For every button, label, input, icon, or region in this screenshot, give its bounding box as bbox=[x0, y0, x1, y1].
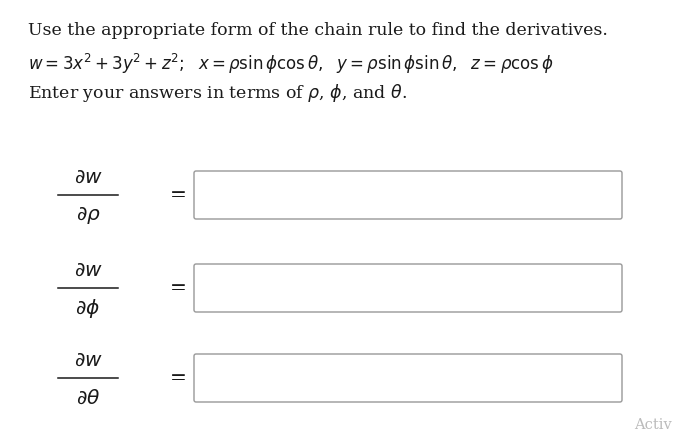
Text: Enter your answers in terms of $\rho$, $\phi$, and $\theta$.: Enter your answers in terms of $\rho$, $… bbox=[28, 82, 407, 104]
Text: =: = bbox=[169, 186, 186, 205]
Text: $\partial w$: $\partial w$ bbox=[74, 261, 103, 280]
Text: =: = bbox=[169, 278, 186, 297]
Text: =: = bbox=[169, 369, 186, 388]
FancyBboxPatch shape bbox=[194, 264, 622, 312]
FancyBboxPatch shape bbox=[194, 171, 622, 219]
Text: $\partial w$: $\partial w$ bbox=[74, 350, 103, 369]
Text: $w = 3x^2 + 3y^2 + z^2;\ \ x = \rho\sin\phi\cos\theta,\ \ y = \rho\sin\phi\sin\t: $w = 3x^2 + 3y^2 + z^2;\ \ x = \rho\sin\… bbox=[28, 52, 554, 76]
Text: $\partial\phi$: $\partial\phi$ bbox=[76, 297, 100, 320]
Text: Activ: Activ bbox=[634, 418, 672, 432]
Text: Use the appropriate form of the chain rule to find the derivatives.: Use the appropriate form of the chain ru… bbox=[28, 22, 608, 39]
Text: $\partial\theta$: $\partial\theta$ bbox=[76, 388, 100, 408]
Text: $\partial\rho$: $\partial\rho$ bbox=[76, 205, 100, 226]
Text: $\partial w$: $\partial w$ bbox=[74, 167, 103, 186]
FancyBboxPatch shape bbox=[194, 354, 622, 402]
